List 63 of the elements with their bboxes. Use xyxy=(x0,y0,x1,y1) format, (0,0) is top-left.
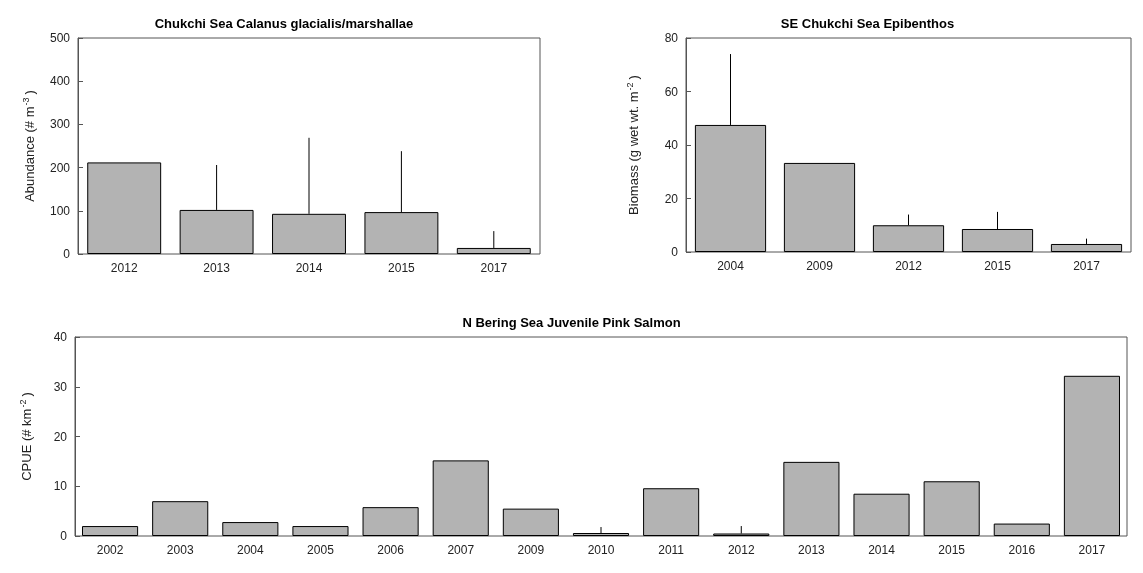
bar xyxy=(362,507,419,536)
y-tick-label: 100 xyxy=(49,203,71,218)
x-tick-label: 2015 xyxy=(984,259,1012,273)
x-tick-label: 2017 xyxy=(1078,543,1106,557)
x-tick-label: 2004 xyxy=(236,543,264,557)
x-tick-label: 2011 xyxy=(658,543,685,557)
y-tick-label: 80 xyxy=(664,31,679,45)
bar xyxy=(292,526,349,536)
bar xyxy=(87,162,162,254)
x-tick-label: 2015 xyxy=(938,543,966,557)
x-tick-label: 2003 xyxy=(166,543,194,557)
y-tick-label: 0 xyxy=(671,245,679,259)
x-tick-label: 2017 xyxy=(1073,259,1101,273)
bar xyxy=(222,522,279,536)
x-tick-label: 2013 xyxy=(798,543,826,557)
y-tick-label: 10 xyxy=(53,479,68,494)
x-tick-label: 2007 xyxy=(447,543,475,557)
x-tick-label: 2014 xyxy=(868,543,896,557)
x-tick-label: 2004 xyxy=(717,259,745,273)
bar xyxy=(1050,243,1123,252)
bar xyxy=(853,493,910,536)
x-tick-label: 2014 xyxy=(295,261,323,275)
bar xyxy=(993,523,1050,536)
y-axis-title: CPUE (# km-2) xyxy=(17,392,34,481)
x-tick-label: 2009 xyxy=(517,543,545,557)
x-tick-label: 2012 xyxy=(727,543,755,557)
y-tick-label: 20 xyxy=(664,191,679,206)
bar xyxy=(783,162,856,252)
y-axis-title: Biomass (g wet wt. m-2) xyxy=(624,75,641,215)
y-tick-label: 40 xyxy=(53,330,68,344)
x-tick-label: 2010 xyxy=(587,543,615,557)
y-tick-label: 200 xyxy=(49,160,71,175)
bar xyxy=(82,526,139,536)
x-tick-label: 2016 xyxy=(1008,543,1036,557)
x-tick-label: 2005 xyxy=(307,543,335,557)
bar xyxy=(643,488,700,536)
bar xyxy=(783,461,840,536)
x-tick-label: 2017 xyxy=(480,261,508,275)
y-tick-label: 0 xyxy=(63,247,71,261)
y-tick-label: 20 xyxy=(53,429,68,444)
y-axis-title: Abundance (# m-3) xyxy=(20,90,37,202)
y-tick-label: 30 xyxy=(53,379,68,394)
x-tick-label: 2012 xyxy=(110,261,138,275)
x-tick-label: 2009 xyxy=(806,259,834,273)
y-tick-label: 0 xyxy=(60,529,68,543)
bar xyxy=(152,501,209,536)
x-tick-label: 2006 xyxy=(377,543,405,557)
chart-title: SE Chukchi Sea Epibenthos xyxy=(780,16,955,31)
y-tick-label: 500 xyxy=(49,31,71,45)
bar xyxy=(1063,375,1120,536)
x-tick-label: 2015 xyxy=(388,261,416,275)
bar xyxy=(432,460,489,536)
x-tick-label: 2012 xyxy=(895,259,923,273)
y-tick-label: 300 xyxy=(49,117,71,132)
y-tick-label: 40 xyxy=(664,138,679,152)
bar xyxy=(502,508,559,536)
x-tick-label: 2013 xyxy=(203,261,231,275)
y-tick-label: 60 xyxy=(664,84,679,99)
chart-title: N Bering Sea Juvenile Pink Salmon xyxy=(462,315,681,330)
chart-title: Chukchi Sea Calanus glacialis/marshallae xyxy=(154,16,414,31)
x-tick-label: 2002 xyxy=(96,543,124,557)
bar xyxy=(923,481,980,536)
y-tick-label: 400 xyxy=(49,74,71,89)
